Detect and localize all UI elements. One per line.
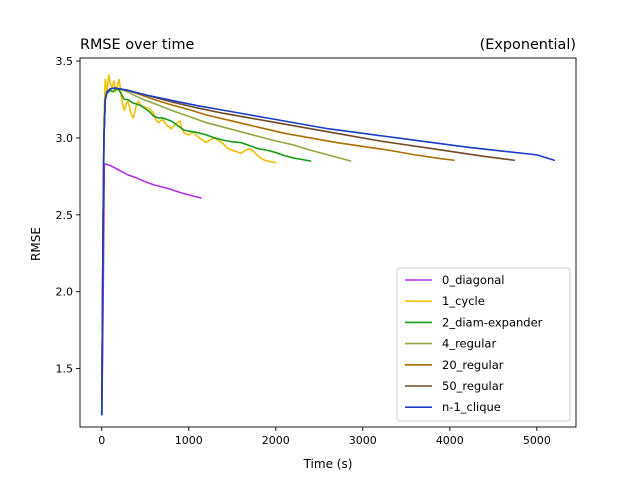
y-axis-label: RMSE — [29, 227, 43, 261]
plot-area — [100, 74, 556, 416]
legend-label-n-1_clique: n-1_clique — [442, 400, 501, 414]
y-tick-label: 1.5 — [56, 363, 74, 376]
x-tick-label: 0 — [98, 434, 105, 447]
axes-frame — [79, 57, 577, 428]
chart-title: RMSE over time — [80, 37, 195, 53]
legend-label-20_regular: 20_regular — [442, 358, 504, 372]
y-tick-label: 3.0 — [56, 132, 74, 145]
legend-label-4_regular: 4_regular — [442, 337, 496, 351]
legend-box — [396, 267, 571, 422]
y-tick-label: 3.5 — [56, 55, 74, 68]
legend-label-0_diagonal: 0_diagonal — [442, 273, 504, 287]
x-tick-label: 2000 — [262, 434, 290, 447]
x-tick-label: 4000 — [436, 434, 464, 447]
legend-label-1_cycle: 1_cycle — [442, 294, 485, 308]
x-tick-label: 3000 — [349, 434, 377, 447]
x-tick-label: 1000 — [175, 434, 203, 447]
y-tick-label: 2.5 — [56, 209, 74, 222]
legend-label-50_regular: 50_regular — [442, 379, 504, 393]
chart-subtitle: (Exponential) — [480, 37, 576, 53]
series-line-n-1_clique — [100, 87, 556, 416]
y-tick-label: 2.0 — [56, 286, 74, 299]
axes: 0 1000 2000 3000 4000 5000 1.5 2.0 2.5 3.0 3.5 — [56, 55, 577, 447]
series-line-2_diam-expander — [100, 87, 312, 416]
legend: 0_diagonal 1_cycle 2_diam-expander 4_regula… — [396, 267, 571, 422]
x-axis-label: Time (s) — [303, 457, 353, 471]
legend-label-2_diam-expander: 2_diam-expander — [442, 315, 543, 329]
x-tick-label: 5000 — [523, 434, 551, 447]
